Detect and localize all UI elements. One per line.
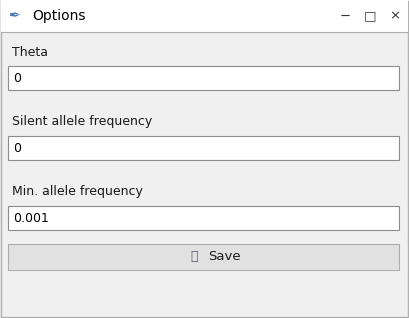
Bar (8, 206, 399, 230)
Text: 🖫: 🖫 (191, 251, 198, 264)
Text: 0: 0 (13, 72, 21, 85)
Text: −: − (339, 10, 351, 23)
Text: 0: 0 (13, 142, 21, 155)
Text: ×: × (389, 10, 400, 23)
Text: ✒: ✒ (8, 9, 20, 23)
Text: Save: Save (209, 251, 241, 264)
Text: 0.001: 0.001 (13, 211, 49, 225)
Bar (1, 0, 408, 32)
Text: Min. allele frequency: Min. allele frequency (12, 185, 143, 198)
Bar (8, 244, 399, 270)
Text: Theta: Theta (12, 45, 48, 59)
Text: □: □ (364, 10, 376, 23)
Bar (8, 66, 399, 90)
Text: Silent allele frequency: Silent allele frequency (12, 115, 152, 128)
Bar (8, 136, 399, 160)
Text: Options: Options (32, 9, 85, 23)
